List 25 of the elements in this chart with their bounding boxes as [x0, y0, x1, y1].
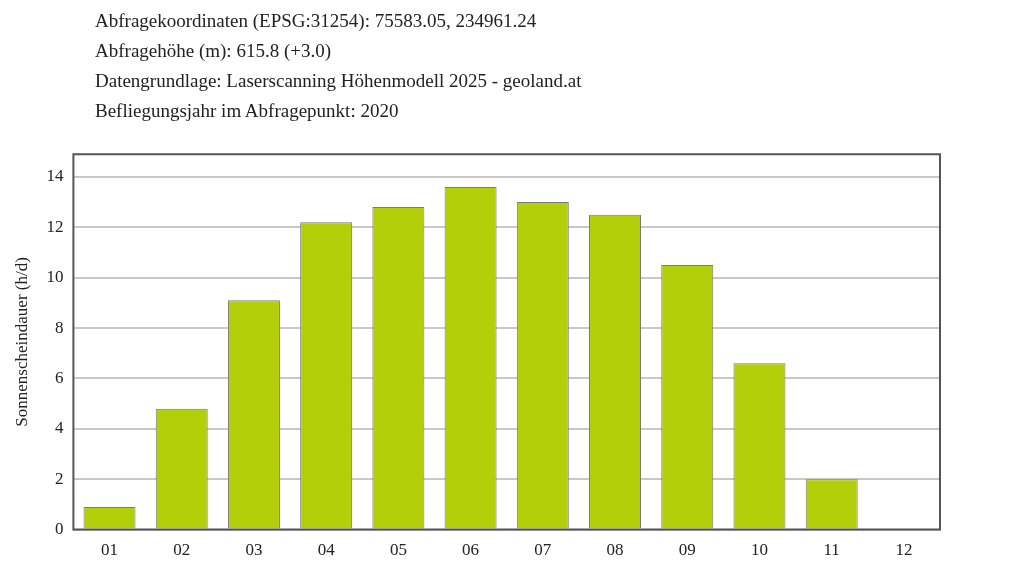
x-tick-label: 10: [750, 540, 768, 560]
x-tick-label: 04: [317, 540, 336, 560]
y-tick-label: 4: [54, 418, 64, 438]
x-tick-label: 05: [389, 540, 407, 560]
x-tick-label: 02: [173, 540, 191, 560]
x-tick-label: 08: [606, 540, 624, 560]
x-tick-label: 06: [462, 540, 480, 560]
y-tick-label: 8: [54, 317, 64, 337]
x-tick-label: 12: [895, 540, 913, 560]
x-tick-label: 03: [245, 540, 263, 560]
text: Befliegungsjahr im Abfragepunkt: 2020: [95, 99, 400, 123]
y-tick-label: 6: [54, 367, 64, 387]
y-tick-label: 14: [46, 166, 64, 186]
x-tick-label: 11: [823, 540, 840, 560]
y-axis-title: Sonnenscheindauer (h/d): [11, 257, 31, 427]
text: Abfragekoordinaten (EPSG:31254): 75583.05, 234961.24: [95, 9, 538, 33]
text: Datengrundlage: Laserscanning Höhenmodell 2025 - geoland.at: [95, 69, 583, 93]
x-tick-label: 09: [678, 540, 696, 560]
text: Abfragehöhe (m): 615.8 (+3.0): [95, 39, 332, 63]
y-tick-label: 2: [54, 468, 64, 488]
y-tick-label: 0: [54, 519, 64, 539]
y-tick-label: 12: [46, 216, 64, 236]
x-tick-label: 01: [101, 540, 119, 560]
y-tick-label: 10: [46, 267, 64, 287]
x-tick-label: 07: [534, 540, 552, 560]
